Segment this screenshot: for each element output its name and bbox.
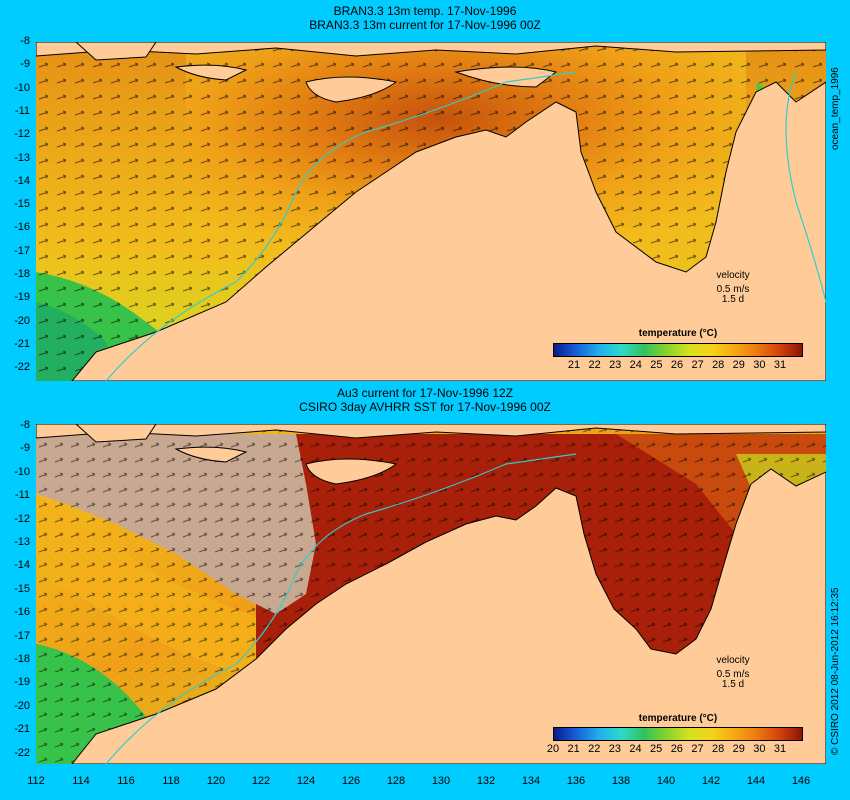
- latitude-tick: -15: [14, 198, 30, 211]
- latitude-tick: -19: [14, 291, 30, 304]
- latitude-tick: -17: [14, 629, 30, 642]
- latitude-tick: -21: [14, 723, 30, 736]
- bottom-side-label: © CSIRO 2012 08-Jun-2012 16:12:35: [830, 587, 841, 755]
- longitude-tick: 112: [27, 775, 45, 787]
- latitude-tick: -11: [14, 489, 30, 502]
- longitude-tick: 136: [566, 775, 586, 787]
- longitude-tick: 134: [521, 775, 541, 787]
- colorbar-tick: 31: [773, 743, 787, 755]
- latitude-tick: -9: [20, 442, 30, 455]
- latitude-tick: -13: [14, 151, 30, 164]
- latitude-tick: -16: [14, 606, 30, 619]
- colorbar-tick: 25: [650, 359, 663, 371]
- bottom-map-svg: [36, 424, 826, 764]
- bottom-velocity-scale: 0.5 m/s: [716, 669, 750, 680]
- bottom-map-panel[interactable]: [36, 424, 826, 764]
- longitude-tick: 114: [72, 775, 90, 787]
- latitude-tick: -20: [14, 699, 30, 712]
- colorbar-tick: 26: [670, 359, 684, 371]
- isobath-line: [105, 71, 577, 381]
- colorbar-tick: 24: [629, 743, 642, 755]
- longitude-tick: 138: [611, 775, 631, 787]
- latitude-tick: -9: [20, 58, 30, 71]
- longitude-tick: 144: [746, 775, 766, 787]
- longitude-tick: 128: [386, 775, 406, 787]
- latitude-tick: -14: [14, 559, 30, 572]
- latitude-tick: -8: [20, 419, 30, 431]
- colorbar-tick: 22: [588, 359, 601, 371]
- colorbar-tick: 29: [732, 359, 745, 371]
- top-title-line1: BRAN3.3 13m temp. 17-Nov-1996: [333, 4, 517, 18]
- latitude-tick: -21: [14, 337, 30, 350]
- colorbar-tick: 31: [773, 359, 787, 371]
- top-map-panel[interactable]: [36, 42, 826, 381]
- bottom-velocity-days: 1.5 d: [721, 679, 745, 690]
- longitude-tick: 120: [206, 775, 226, 787]
- longitude-tick: 146: [791, 775, 811, 787]
- bottom-velocity-label: velocity: [716, 655, 750, 666]
- latitude-tick: -10: [14, 81, 30, 94]
- latitude-tick: -14: [14, 174, 30, 187]
- colorbar-tick: 30: [753, 743, 766, 755]
- colorbar-tick: 21: [567, 359, 581, 371]
- top-velocity-scale: 0.5 m/s: [716, 284, 750, 295]
- latitude-tick: -8: [20, 35, 30, 47]
- timor-island: [305, 76, 398, 103]
- longitude-tick: 122: [251, 775, 271, 787]
- australia-land: [71, 81, 826, 381]
- colorbar-tick: 28: [712, 359, 725, 371]
- latitude-tick: -22: [14, 361, 30, 374]
- bottom-colorbar: [553, 727, 803, 741]
- colorbar-tick: 22: [588, 743, 601, 755]
- latitude-tick: -16: [14, 221, 30, 234]
- top-colorbar-title: temperature (°C): [638, 328, 718, 339]
- latitude-tick: -18: [14, 653, 30, 665]
- latitude-tick: -18: [14, 268, 30, 280]
- top-title-line2: BRAN3.3 13m current for 17-Nov-1996 00Z: [309, 18, 541, 32]
- bottom-colorbar-title: temperature (°C): [638, 713, 718, 724]
- latitude-tick: -13: [14, 536, 30, 548]
- colorbar-tick: 30: [753, 359, 766, 371]
- colorbar-tick: 25: [650, 743, 663, 755]
- top-map-svg: [36, 42, 826, 381]
- colorbar-tick: 27: [691, 359, 704, 371]
- colorbar-tick: 26: [670, 743, 683, 755]
- bottom-title-line2: CSIRO 3day AVHRR SST for 17-Nov-1996 00Z: [299, 400, 551, 414]
- top-colorbar: [553, 343, 803, 357]
- latitude-tick: -22: [14, 746, 30, 759]
- colorbar-tick: 28: [711, 743, 725, 755]
- longitude-tick: 118: [162, 775, 180, 787]
- top-velocity-label: velocity: [716, 270, 750, 281]
- colorbar-tick: 24: [629, 359, 642, 371]
- colorbar-tick: 23: [608, 743, 622, 755]
- latitude-tick: -15: [14, 582, 30, 595]
- longitude-tick: 130: [431, 775, 451, 787]
- latitude-tick: -17: [14, 244, 30, 257]
- colorbar-tick: 20: [546, 743, 560, 755]
- latitude-tick: -10: [14, 465, 30, 478]
- bottom-title-line1: Au3 current for 17-Nov-1996 12Z: [336, 386, 514, 400]
- longitude-tick: 132: [476, 775, 496, 787]
- longitude-tick: 142: [701, 775, 721, 787]
- latitude-tick: -12: [14, 512, 30, 525]
- colorbar-tick: 21: [567, 743, 580, 755]
- longitude-tick: 124: [296, 775, 316, 787]
- latitude-tick: -12: [14, 128, 30, 141]
- top-side-label: ocean_temp_1996: [830, 67, 841, 150]
- top-velocity-days: 1.5 d: [721, 294, 745, 305]
- australia-land-2: [71, 468, 826, 764]
- colorbar-tick: 23: [609, 359, 622, 371]
- longitude-tick: 126: [341, 775, 361, 787]
- latitude-tick: -11: [14, 104, 30, 117]
- longitude-tick: 140: [656, 775, 676, 787]
- colorbar-tick: 27: [691, 743, 704, 755]
- colorbar-tick: 29: [732, 743, 745, 755]
- latitude-tick: -20: [14, 314, 30, 327]
- longitude-tick: 116: [117, 775, 135, 787]
- latitude-tick: -19: [14, 676, 30, 689]
